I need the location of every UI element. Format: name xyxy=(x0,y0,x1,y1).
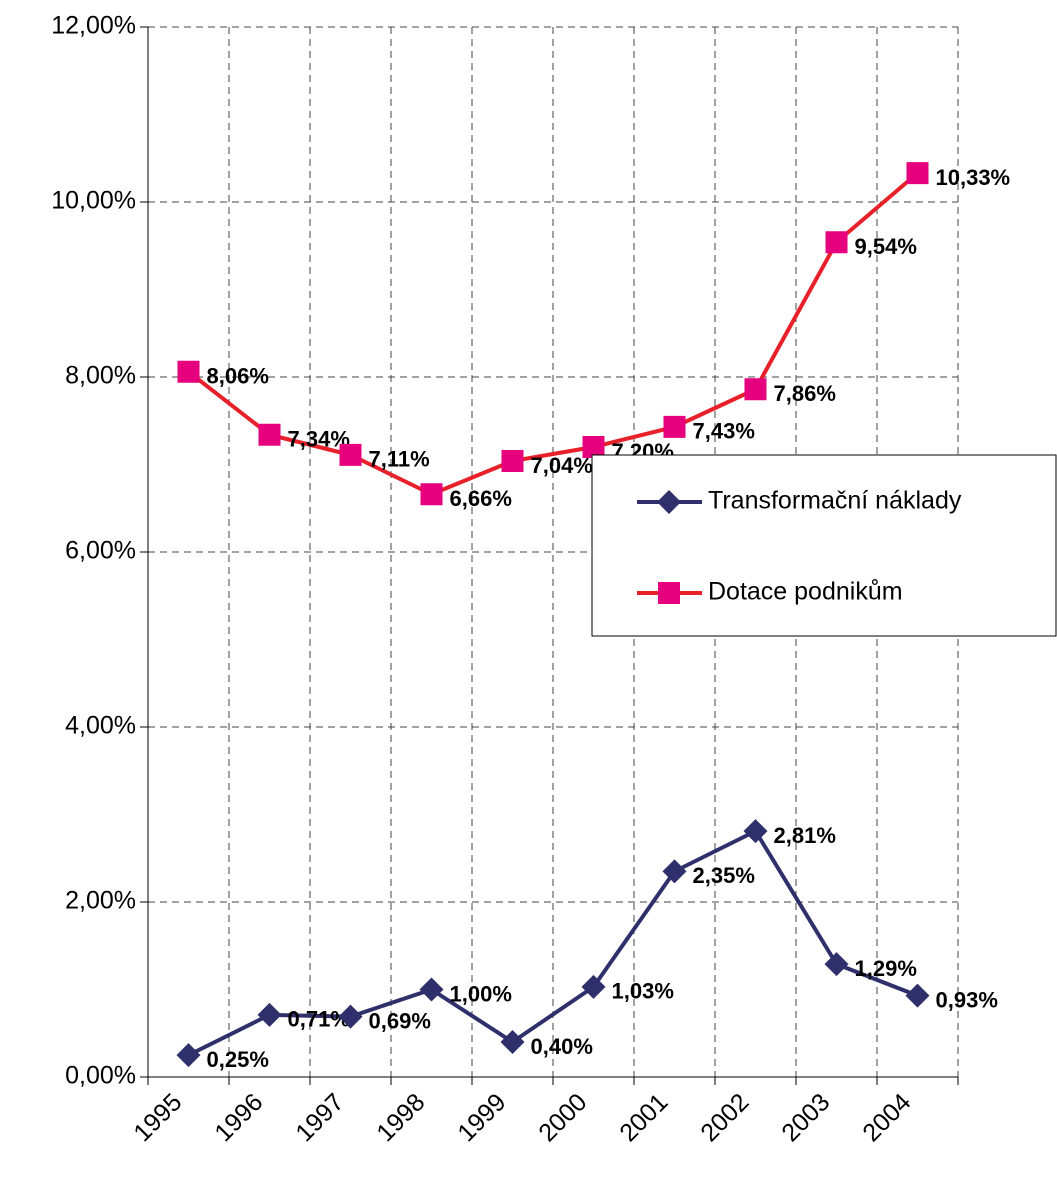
data-point xyxy=(338,1004,363,1029)
data-point xyxy=(663,415,686,438)
data-point xyxy=(825,231,848,254)
y-tick-label: 6,00% xyxy=(65,537,136,565)
data-point xyxy=(500,1030,525,1054)
data-point xyxy=(419,977,444,1002)
data-label: 2,35% xyxy=(693,863,755,888)
data-point xyxy=(258,423,281,446)
data-label: 7,86% xyxy=(774,381,836,406)
data-label: 0,93% xyxy=(936,987,998,1012)
data-label: 10,33% xyxy=(936,165,1011,190)
series-line xyxy=(187,829,919,1057)
data-label: 6,66% xyxy=(450,486,512,511)
data-point xyxy=(420,483,443,506)
data-point xyxy=(339,443,362,466)
data-label: 1,29% xyxy=(855,956,917,981)
data-label: 1,00% xyxy=(450,981,512,1006)
series-line xyxy=(187,171,919,497)
data-label: 7,04% xyxy=(531,453,593,478)
data-label: 0,25% xyxy=(207,1047,269,1072)
data-point xyxy=(905,983,930,1008)
legend-label: Dotace podnikům xyxy=(708,578,903,606)
y-tick-label: 12,00% xyxy=(51,12,136,40)
data-label: 2,81% xyxy=(774,823,836,848)
data-label: 1,03% xyxy=(612,979,674,1004)
data-label: 8,06% xyxy=(207,364,269,389)
data-point xyxy=(582,436,605,458)
data-label: 7,43% xyxy=(693,419,755,444)
data-label: 7,11% xyxy=(369,447,430,472)
data-label: 7,34% xyxy=(288,427,350,452)
data-label: 0,71% xyxy=(288,1007,350,1032)
data-point xyxy=(177,360,200,383)
data-label: 0,40% xyxy=(531,1034,593,1059)
y-tick-label: 2,00% xyxy=(65,887,136,915)
legend-marker xyxy=(658,582,680,604)
y-tick-label: 10,00% xyxy=(51,187,136,215)
data-point xyxy=(581,974,606,999)
data-point xyxy=(257,1002,282,1027)
data-point xyxy=(824,952,849,977)
data-point xyxy=(743,819,768,844)
y-tick-label: 8,00% xyxy=(65,362,136,390)
data-point xyxy=(744,378,767,401)
data-label: 9,54% xyxy=(855,234,917,259)
y-tick-label: 4,00% xyxy=(65,712,136,740)
data-point xyxy=(906,162,929,185)
data-label: 0,69% xyxy=(369,1008,431,1033)
data-point xyxy=(176,1043,201,1068)
legend-label: Transformační náklady xyxy=(708,487,962,515)
data-point xyxy=(501,450,524,472)
y-tick-label: 0,00% xyxy=(65,1062,136,1090)
legend-box xyxy=(591,454,1057,637)
data-point xyxy=(662,859,687,884)
legend-marker xyxy=(657,490,681,514)
